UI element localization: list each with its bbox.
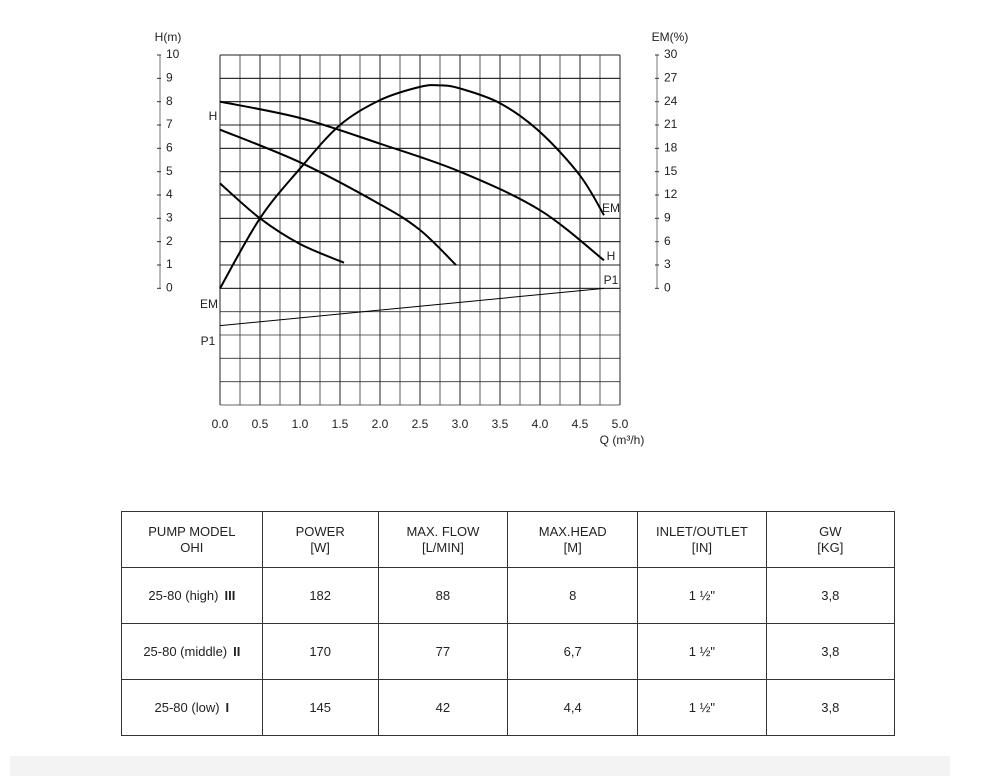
header-text: POWER [295, 523, 345, 539]
table-cell: 3,8 [765, 679, 896, 736]
table-row: 25-80 (high) III 182 88 8 1 ½" 3,8 [121, 567, 896, 624]
table-cell: 4,4 [507, 679, 639, 736]
header-text: GW [819, 523, 842, 539]
curve [219, 182, 345, 264]
model-cell: 25-80 (middle) II [121, 623, 263, 680]
y-tick-label: 5 [166, 164, 173, 178]
speed: I [225, 700, 230, 715]
curve-label: H [607, 249, 616, 263]
y-tick-label: 1 [166, 257, 173, 271]
table-cell: 6,7 [507, 623, 639, 680]
header-text: [KG] [817, 539, 844, 555]
model-name: 25-80 (low) [154, 700, 220, 715]
table-cell: 170 [261, 623, 379, 680]
x-tick-label: 0.5 [252, 417, 269, 431]
header-text: MAX.HEAD [538, 523, 607, 539]
x-tick-label: 4.5 [572, 417, 589, 431]
header-cell: MAX.HEAD [M] [507, 511, 639, 568]
header-row: PUMP MODEL OHI POWER [W] MAX. FLOW [L/MIN] MAX… [121, 511, 896, 568]
table-cell: 3,8 [765, 567, 896, 624]
header-text: [W] [310, 539, 330, 555]
table-cell: 1 ½" [637, 679, 767, 736]
x-tick-label: 1.0 [292, 417, 309, 431]
y2-tick-label: 30 [664, 47, 678, 61]
curve-label: P1 [604, 273, 619, 287]
header-text: INLET/OUTLET [656, 523, 748, 539]
model-name: 25-80 (high) [148, 588, 219, 603]
curve-label: EM [200, 297, 218, 311]
y2-tick-label: 18 [664, 141, 678, 155]
model-cell: 25-80 (high) III [121, 567, 263, 624]
header-cell: INLET/OUTLET [IN] [637, 511, 767, 568]
x-tick-label: 2.0 [372, 417, 389, 431]
y2-tick-label: 12 [664, 187, 678, 201]
table-cell: 182 [261, 567, 379, 624]
y2-tick-label: 27 [664, 71, 678, 85]
y2-tick-label: 0 [664, 281, 671, 295]
table-cell: 8 [507, 567, 639, 624]
x-tick-label: 0.0 [212, 417, 229, 431]
x-tick-label: 3.5 [492, 417, 509, 431]
curve [219, 100, 605, 262]
curve-label: EM [602, 201, 620, 215]
y2-tick-label: 9 [664, 211, 671, 225]
table-cell: 42 [377, 679, 509, 736]
y2-tick-label: 3 [664, 257, 671, 271]
curve [219, 84, 605, 289]
y2-tick-label: 6 [664, 234, 671, 248]
chart: H(m) EM(%) Q (m³/h) 0.0 0.5 1.0 1.5 2.0 2.5 3.… [155, 30, 689, 447]
table-cell: 77 [377, 623, 509, 680]
y-tick-label: 4 [166, 187, 173, 201]
table-cell: 145 [261, 679, 379, 736]
y-tick-label: 10 [166, 47, 180, 61]
header-cell: MAX. FLOW [L/MIN] [377, 511, 509, 568]
table-cell: 1 ½" [637, 623, 767, 680]
y-tick-label: 8 [166, 94, 173, 108]
table-row: 25-80 (middle) II 170 77 6,7 1 ½" 3,8 [121, 623, 896, 680]
header-cell: POWER [W] [261, 511, 379, 568]
header-text: OHI [180, 539, 204, 555]
header-cell: PUMP MODEL OHI [121, 511, 263, 568]
table-cell: 1 ½" [637, 567, 767, 624]
spec-table: PUMP MODEL OHI POWER [W] MAX. FLOW [L/MIN] MAX… [121, 511, 896, 736]
model-name: 25-80 (middle) [143, 644, 228, 659]
x-tick-label: 1.5 [332, 417, 349, 431]
header-text: [M] [563, 539, 582, 555]
y-tick-label: 9 [166, 71, 173, 85]
y-tick-label: 7 [166, 117, 173, 131]
x-tick-label: 4.0 [532, 417, 549, 431]
x-tick-label: 2.5 [412, 417, 429, 431]
curve [219, 128, 457, 266]
table-cell: 3,8 [765, 623, 896, 680]
y-axis-title: H(m) [155, 30, 182, 44]
y-tick-label: 3 [166, 211, 173, 225]
y2-tick-label: 24 [664, 94, 678, 108]
footer-strip [10, 756, 950, 776]
curve [219, 287, 605, 327]
header-text: MAX. FLOW [406, 523, 480, 539]
y-tick-label: 6 [166, 141, 173, 155]
header-text: [IN] [691, 539, 713, 555]
y2-axis-title: EM(%) [652, 30, 689, 44]
curve-label: H [209, 109, 218, 123]
curve-label: P1 [201, 334, 216, 348]
header-cell: GW [KG] [765, 511, 896, 568]
y2-tick-label: 15 [664, 164, 678, 178]
table-row: 25-80 (low) I 145 42 4,4 1 ½" 3,8 [121, 679, 896, 736]
x-tick-label: 3.0 [452, 417, 469, 431]
model-cell: 25-80 (low) I [121, 679, 263, 736]
speed: II [233, 644, 241, 659]
table-cell: 88 [377, 567, 509, 624]
header-text: [L/MIN] [421, 539, 464, 555]
y-tick-label: 2 [166, 234, 173, 248]
speed: III [224, 588, 236, 603]
x-tick-label: 5.0 [612, 417, 629, 431]
y-tick-label: 0 [166, 281, 173, 295]
header-text: PUMP MODEL [148, 523, 236, 539]
y2-tick-label: 21 [664, 117, 678, 131]
x-axis-title: Q (m³/h) [600, 433, 645, 447]
